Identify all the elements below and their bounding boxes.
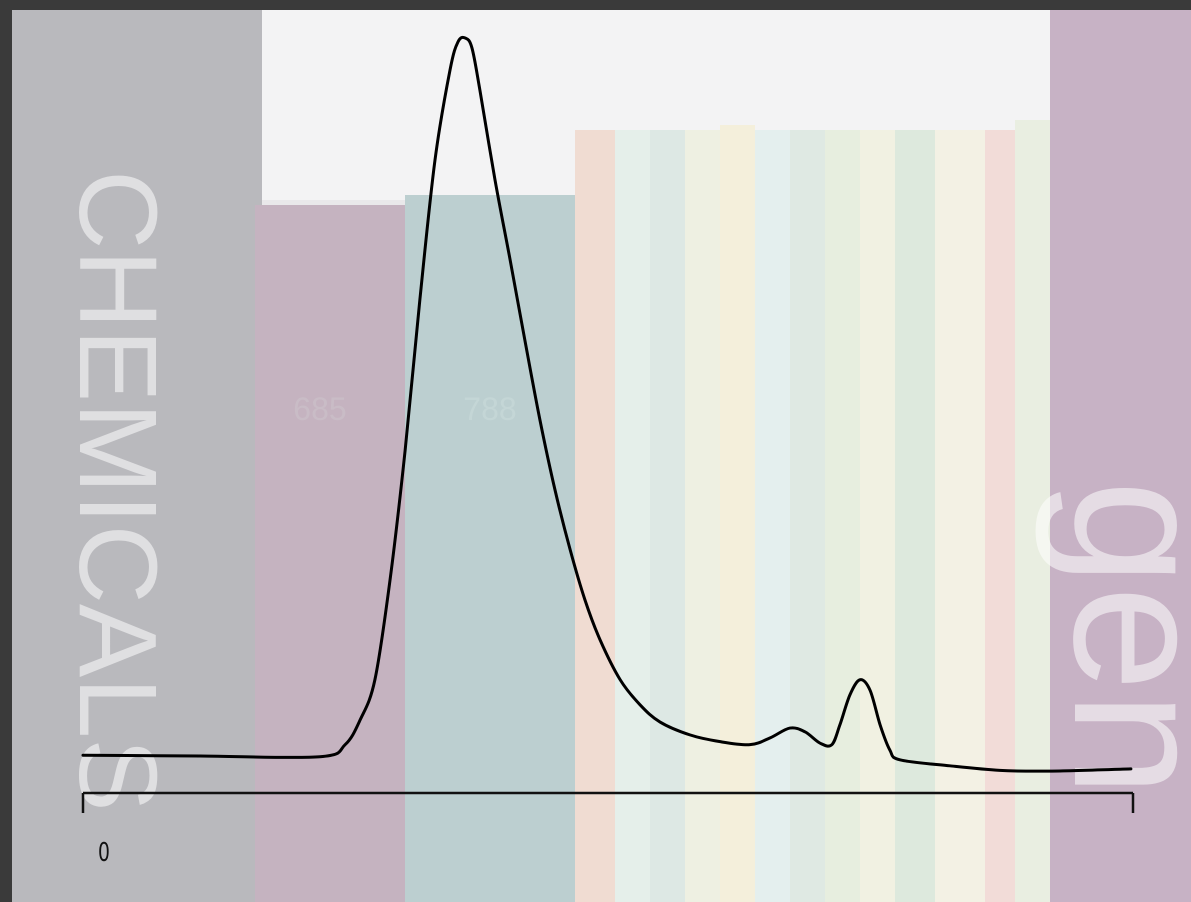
book-spine xyxy=(985,130,1015,902)
background-text: 685 xyxy=(293,391,346,427)
x-tick-label: 0 xyxy=(98,838,110,868)
background-text: 788 xyxy=(463,391,516,427)
book-spine xyxy=(935,130,985,902)
chromatogram-line xyxy=(81,35,1133,773)
book-chemicals xyxy=(12,10,262,902)
book-spine xyxy=(720,125,755,902)
book-spine xyxy=(860,130,895,902)
book-spine xyxy=(755,130,790,902)
book-spine xyxy=(895,130,935,902)
book-spine xyxy=(575,130,615,902)
background-photo: CHEMICALS gen 685 788 xyxy=(12,10,1191,902)
book-spine xyxy=(825,130,860,902)
background-text: CHEMICALS xyxy=(56,170,179,812)
book-spine xyxy=(615,130,650,902)
book-gen xyxy=(1050,10,1191,902)
book-788 xyxy=(405,195,575,902)
book-spine xyxy=(685,130,720,902)
book-spine xyxy=(790,130,825,902)
book-spine xyxy=(650,130,685,902)
background-text: gen xyxy=(1034,480,1191,797)
book-685 xyxy=(255,205,405,902)
